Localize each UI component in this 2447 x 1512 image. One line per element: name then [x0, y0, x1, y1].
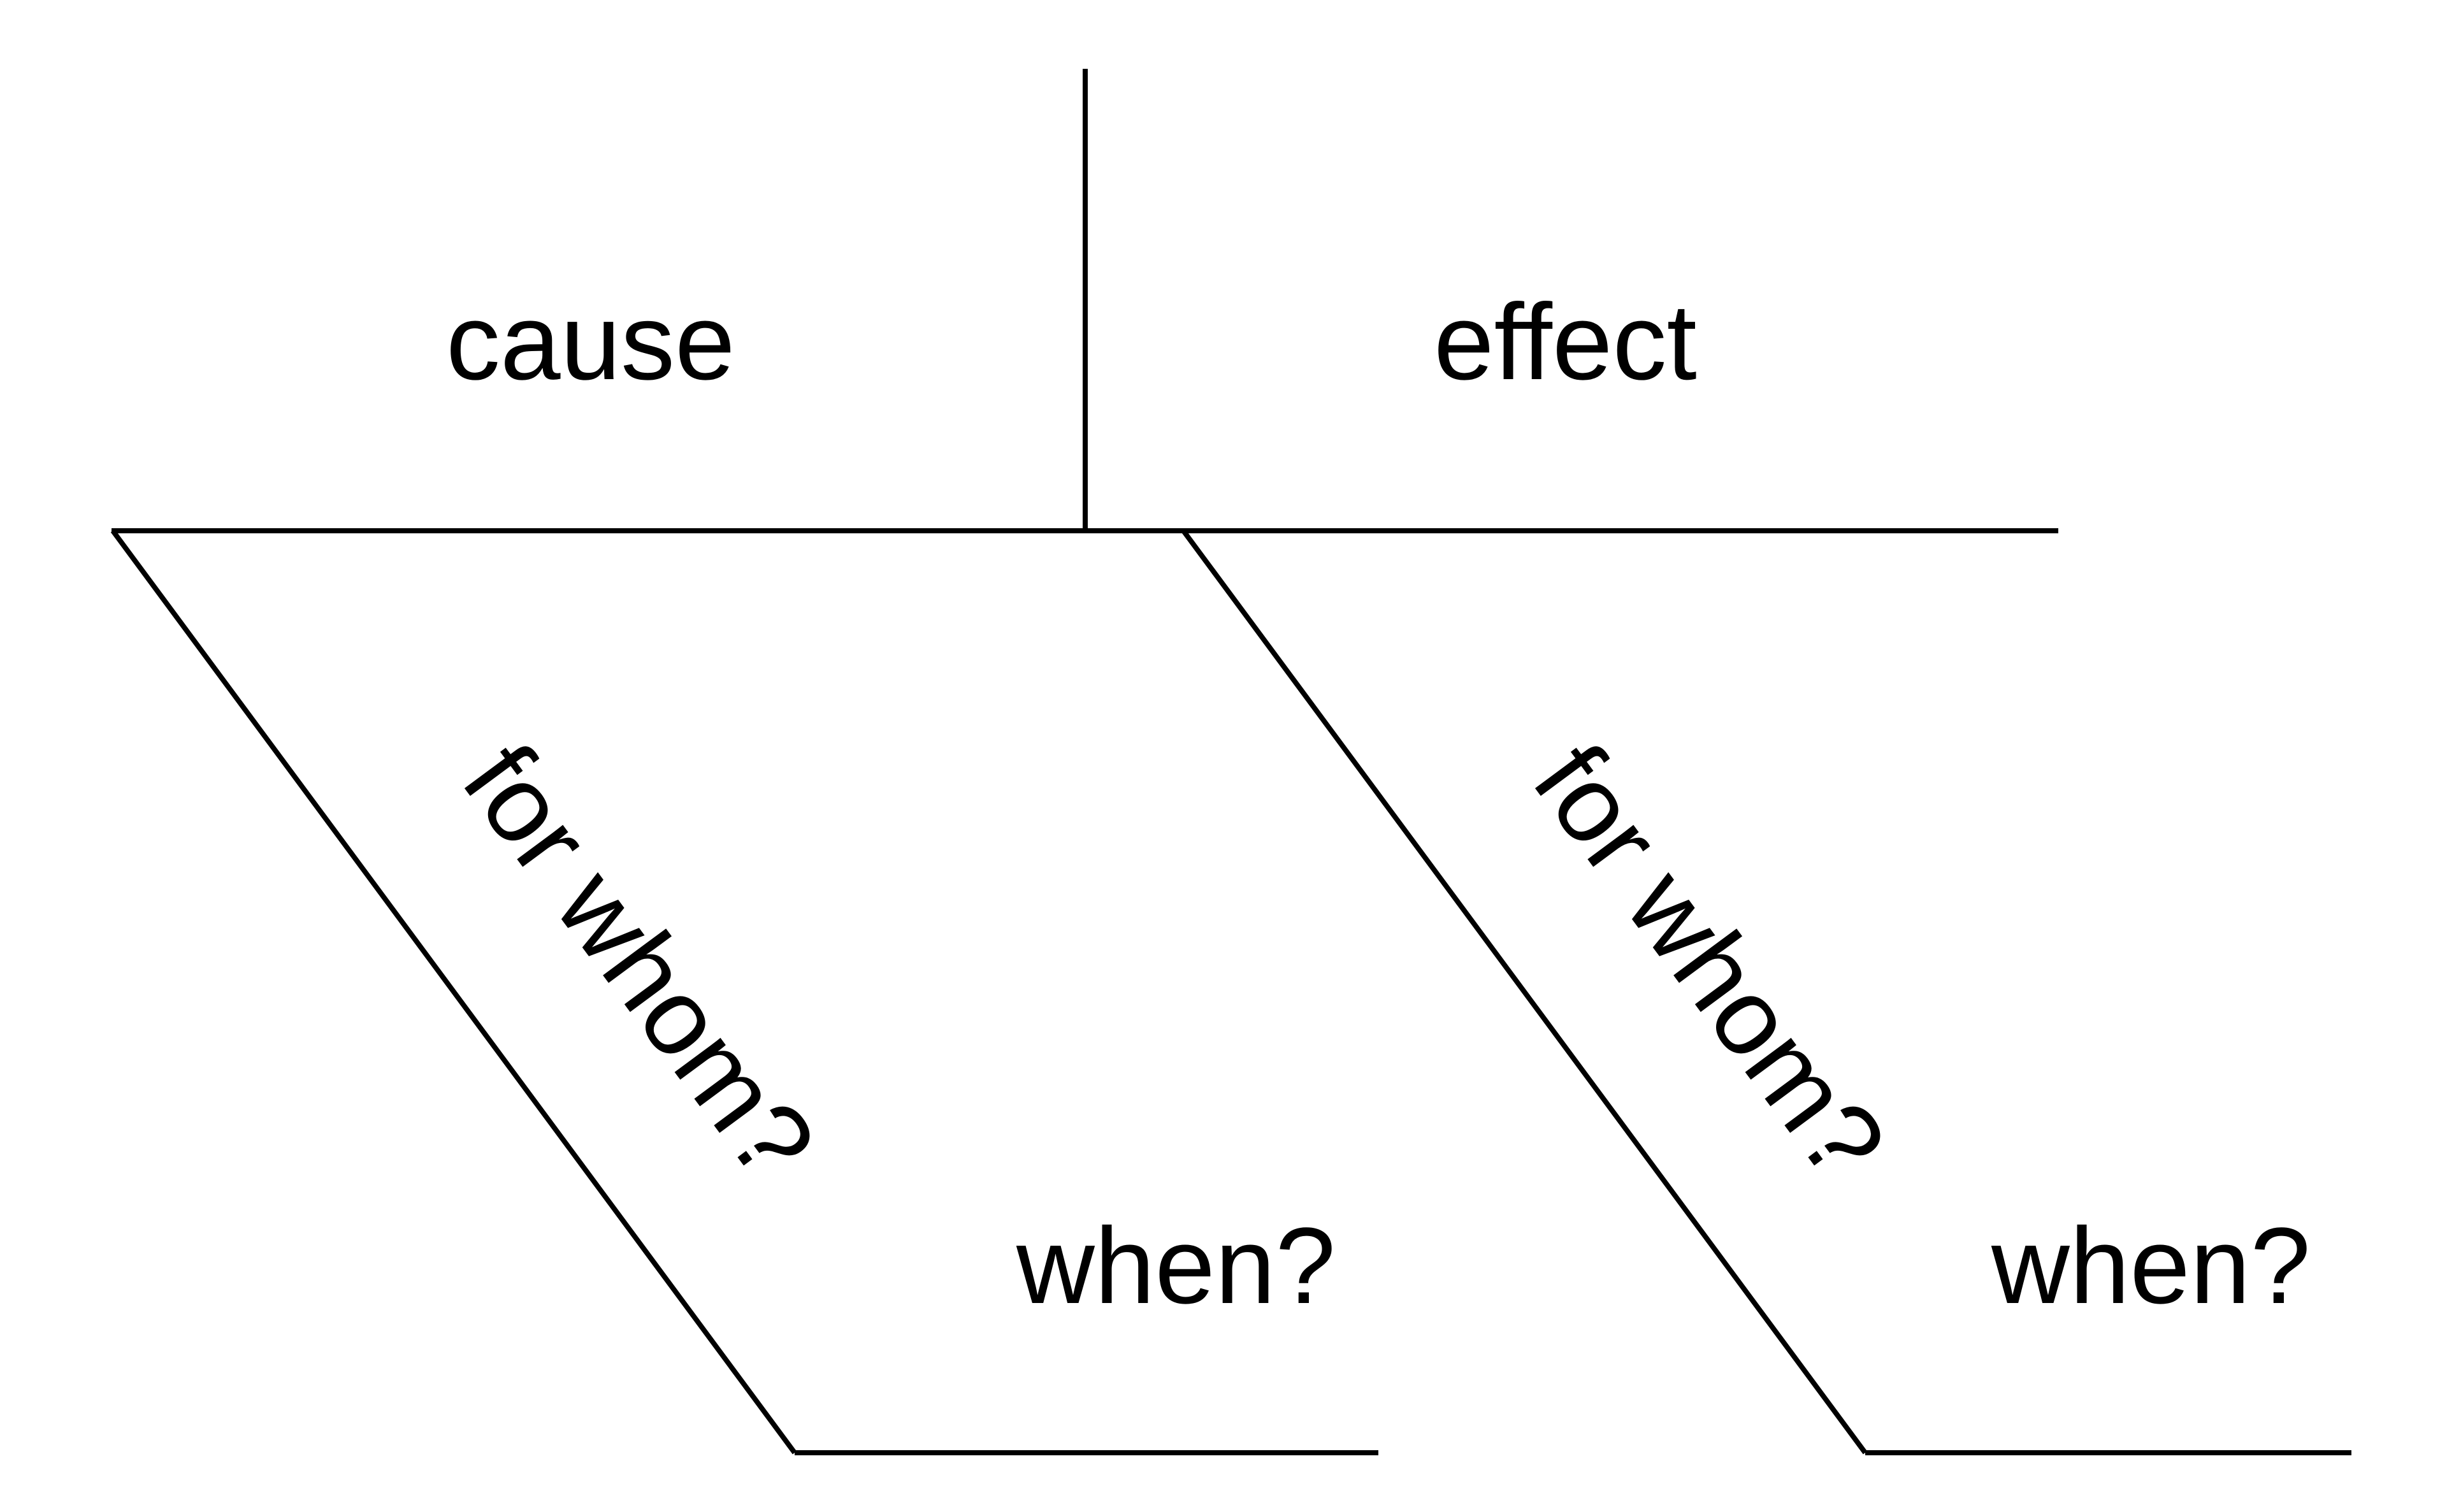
cause-label: cause: [446, 282, 735, 403]
right-slant-line: [1181, 529, 1868, 1455]
left-for-whom-label: for whom?: [440, 723, 838, 1201]
right-when-label: when?: [1991, 1206, 2311, 1327]
left-slant-line: [110, 529, 797, 1455]
left-when-label: when?: [1016, 1206, 1336, 1327]
effect-label: effect: [1434, 282, 1697, 403]
right-for-whom-label: for whom?: [1510, 723, 1909, 1201]
